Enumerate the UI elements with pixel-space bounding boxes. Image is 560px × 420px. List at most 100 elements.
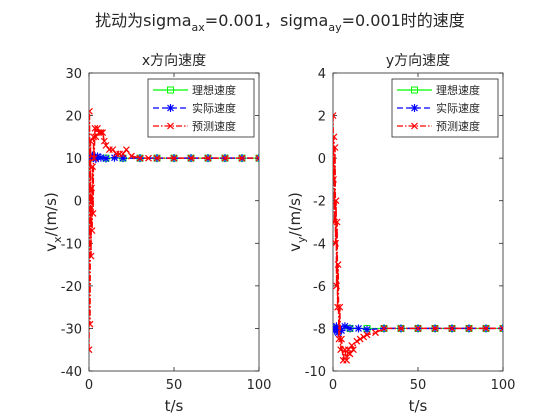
- data-point-2: [431, 325, 439, 332]
- x-tick-label: 50: [410, 378, 427, 393]
- x-axis-label: t/s: [165, 397, 184, 415]
- data-point-2-stroke: [89, 137, 94, 144]
- data-point-2: [335, 335, 343, 343]
- data-point-2: [338, 335, 345, 343]
- data-point-1-stroke: [102, 155, 110, 162]
- data-point-2: [204, 154, 212, 162]
- x-tick-label: 50: [166, 378, 183, 393]
- data-point-2-stroke: [89, 252, 95, 259]
- data-point-2: [119, 150, 127, 158]
- legend-marker-1: [166, 104, 175, 112]
- data-point-2: [448, 325, 456, 332]
- data-point-2-stroke: [333, 112, 337, 117]
- y-tick-label: -6: [313, 280, 326, 295]
- data-point-2-stroke: [334, 303, 342, 311]
- data-point-2: [333, 239, 339, 247]
- data-point-2-stroke: [97, 129, 105, 137]
- y-tick-label: 0: [318, 152, 326, 167]
- legend-marker-2-stroke: [411, 122, 418, 130]
- y-tick-label: -8: [313, 322, 326, 337]
- y-tick-label: -30: [61, 322, 82, 337]
- data-point-2: [363, 331, 371, 339]
- legend-entry-0: 理想速度: [436, 83, 480, 97]
- series-layer: [89, 107, 259, 354]
- data-point-2-stroke: [90, 133, 98, 141]
- data-point-2-stroke: [333, 218, 341, 226]
- data-point-2: [346, 350, 354, 358]
- data-point-2-stroke: [349, 346, 357, 354]
- data-point-2-stroke: [431, 325, 439, 332]
- data-point-2: [89, 210, 97, 217]
- y-axis-label-sub: y: [295, 236, 308, 243]
- data-point-2: [356, 335, 364, 343]
- data-point-2: [89, 252, 95, 260]
- data-point-2-stroke: [499, 325, 503, 330]
- x-tick-label: 0: [85, 378, 93, 393]
- data-point-2-stroke: [119, 150, 127, 158]
- y-axis-label: vx/(m/s): [42, 192, 64, 252]
- data-point-2-stroke: [356, 335, 364, 343]
- data-point-2: [102, 141, 110, 149]
- y-axis-label-rest: /(m/s): [42, 192, 60, 236]
- data-point-1-stroke: [341, 322, 349, 330]
- legend-marker-0: [167, 86, 174, 94]
- data-point-2: [99, 129, 107, 137]
- data-point-2-stroke: [145, 154, 152, 162]
- legend-marker-2: [167, 122, 174, 130]
- y-tick-label: -10: [61, 237, 82, 252]
- legend-entry-2: 预测速度: [436, 119, 480, 133]
- data-point-2-stroke: [100, 137, 108, 145]
- data-point-2-stroke: [89, 184, 95, 192]
- data-point-2: [90, 133, 98, 141]
- data-point-2: [465, 325, 473, 332]
- data-point-2: [109, 146, 117, 154]
- data-point-2-stroke: [187, 154, 195, 162]
- data-point-2-stroke: [89, 346, 93, 351]
- data-point-2: [414, 325, 422, 332]
- x-tick-label: 100: [491, 378, 516, 393]
- x-tick-label: 100: [247, 378, 272, 393]
- figure-title-mid: =0.001，sigma: [205, 11, 329, 30]
- y-axis-label-sub: x: [51, 236, 64, 243]
- chart-title: y方向速度: [386, 53, 450, 69]
- data-point-2: [153, 154, 161, 162]
- data-point-2-stroke: [380, 325, 388, 332]
- legend-marker-1-stroke: [411, 104, 418, 112]
- data-point-2-stroke: [221, 154, 229, 162]
- data-point-2-stroke: [89, 227, 96, 234]
- legend-entry-2: 预测速度: [192, 119, 236, 133]
- data-point-2-stroke: [136, 154, 144, 162]
- data-point-2: [100, 137, 108, 145]
- chart-panel-y-velocity: 0 50 100 -10 -8 -6 -4 -2 0 2 4 y方向速度 t/s vy/(m/s) 理想速度…: [286, 53, 515, 415]
- data-point-2-stroke: [397, 325, 405, 332]
- y-tick-label: 20: [65, 110, 82, 125]
- legend-marker-1-stroke: [167, 104, 174, 112]
- data-point-1: [119, 154, 127, 163]
- data-point-2: [128, 152, 135, 160]
- data-point-2-stroke: [353, 337, 361, 345]
- data-point-2-stroke: [346, 350, 354, 358]
- data-point-2-stroke: [122, 146, 130, 154]
- y-tick-label: 2: [318, 110, 326, 125]
- data-point-2-stroke: [94, 124, 101, 132]
- data-point-2: [89, 163, 96, 171]
- data-point-2: [89, 137, 94, 145]
- y-tick-label: -40: [61, 365, 82, 380]
- legend-marker-0: [411, 86, 418, 94]
- legend-entry-1: 实际速度: [436, 101, 480, 115]
- data-point-2: [333, 218, 338, 226]
- y-axis-label: vy/(m/s): [286, 192, 308, 252]
- data-point-2-stroke: [360, 333, 368, 341]
- data-point-2: [136, 154, 144, 162]
- figure-title: 扰动为sigmaax=0.001，sigmaay=0.001时的速度: [95, 11, 465, 34]
- legend-marker-2-stroke: [167, 122, 174, 130]
- data-point-1: [363, 325, 371, 334]
- data-point-2-stroke: [333, 114, 337, 119]
- data-point-2-stroke: [99, 129, 107, 137]
- data-point-2-stroke: [89, 107, 93, 113]
- data-point-2-stroke: [128, 152, 135, 160]
- data-point-2-stroke: [499, 327, 503, 332]
- data-point-1-stroke: [94, 153, 101, 160]
- data-point-2-stroke: [89, 163, 96, 171]
